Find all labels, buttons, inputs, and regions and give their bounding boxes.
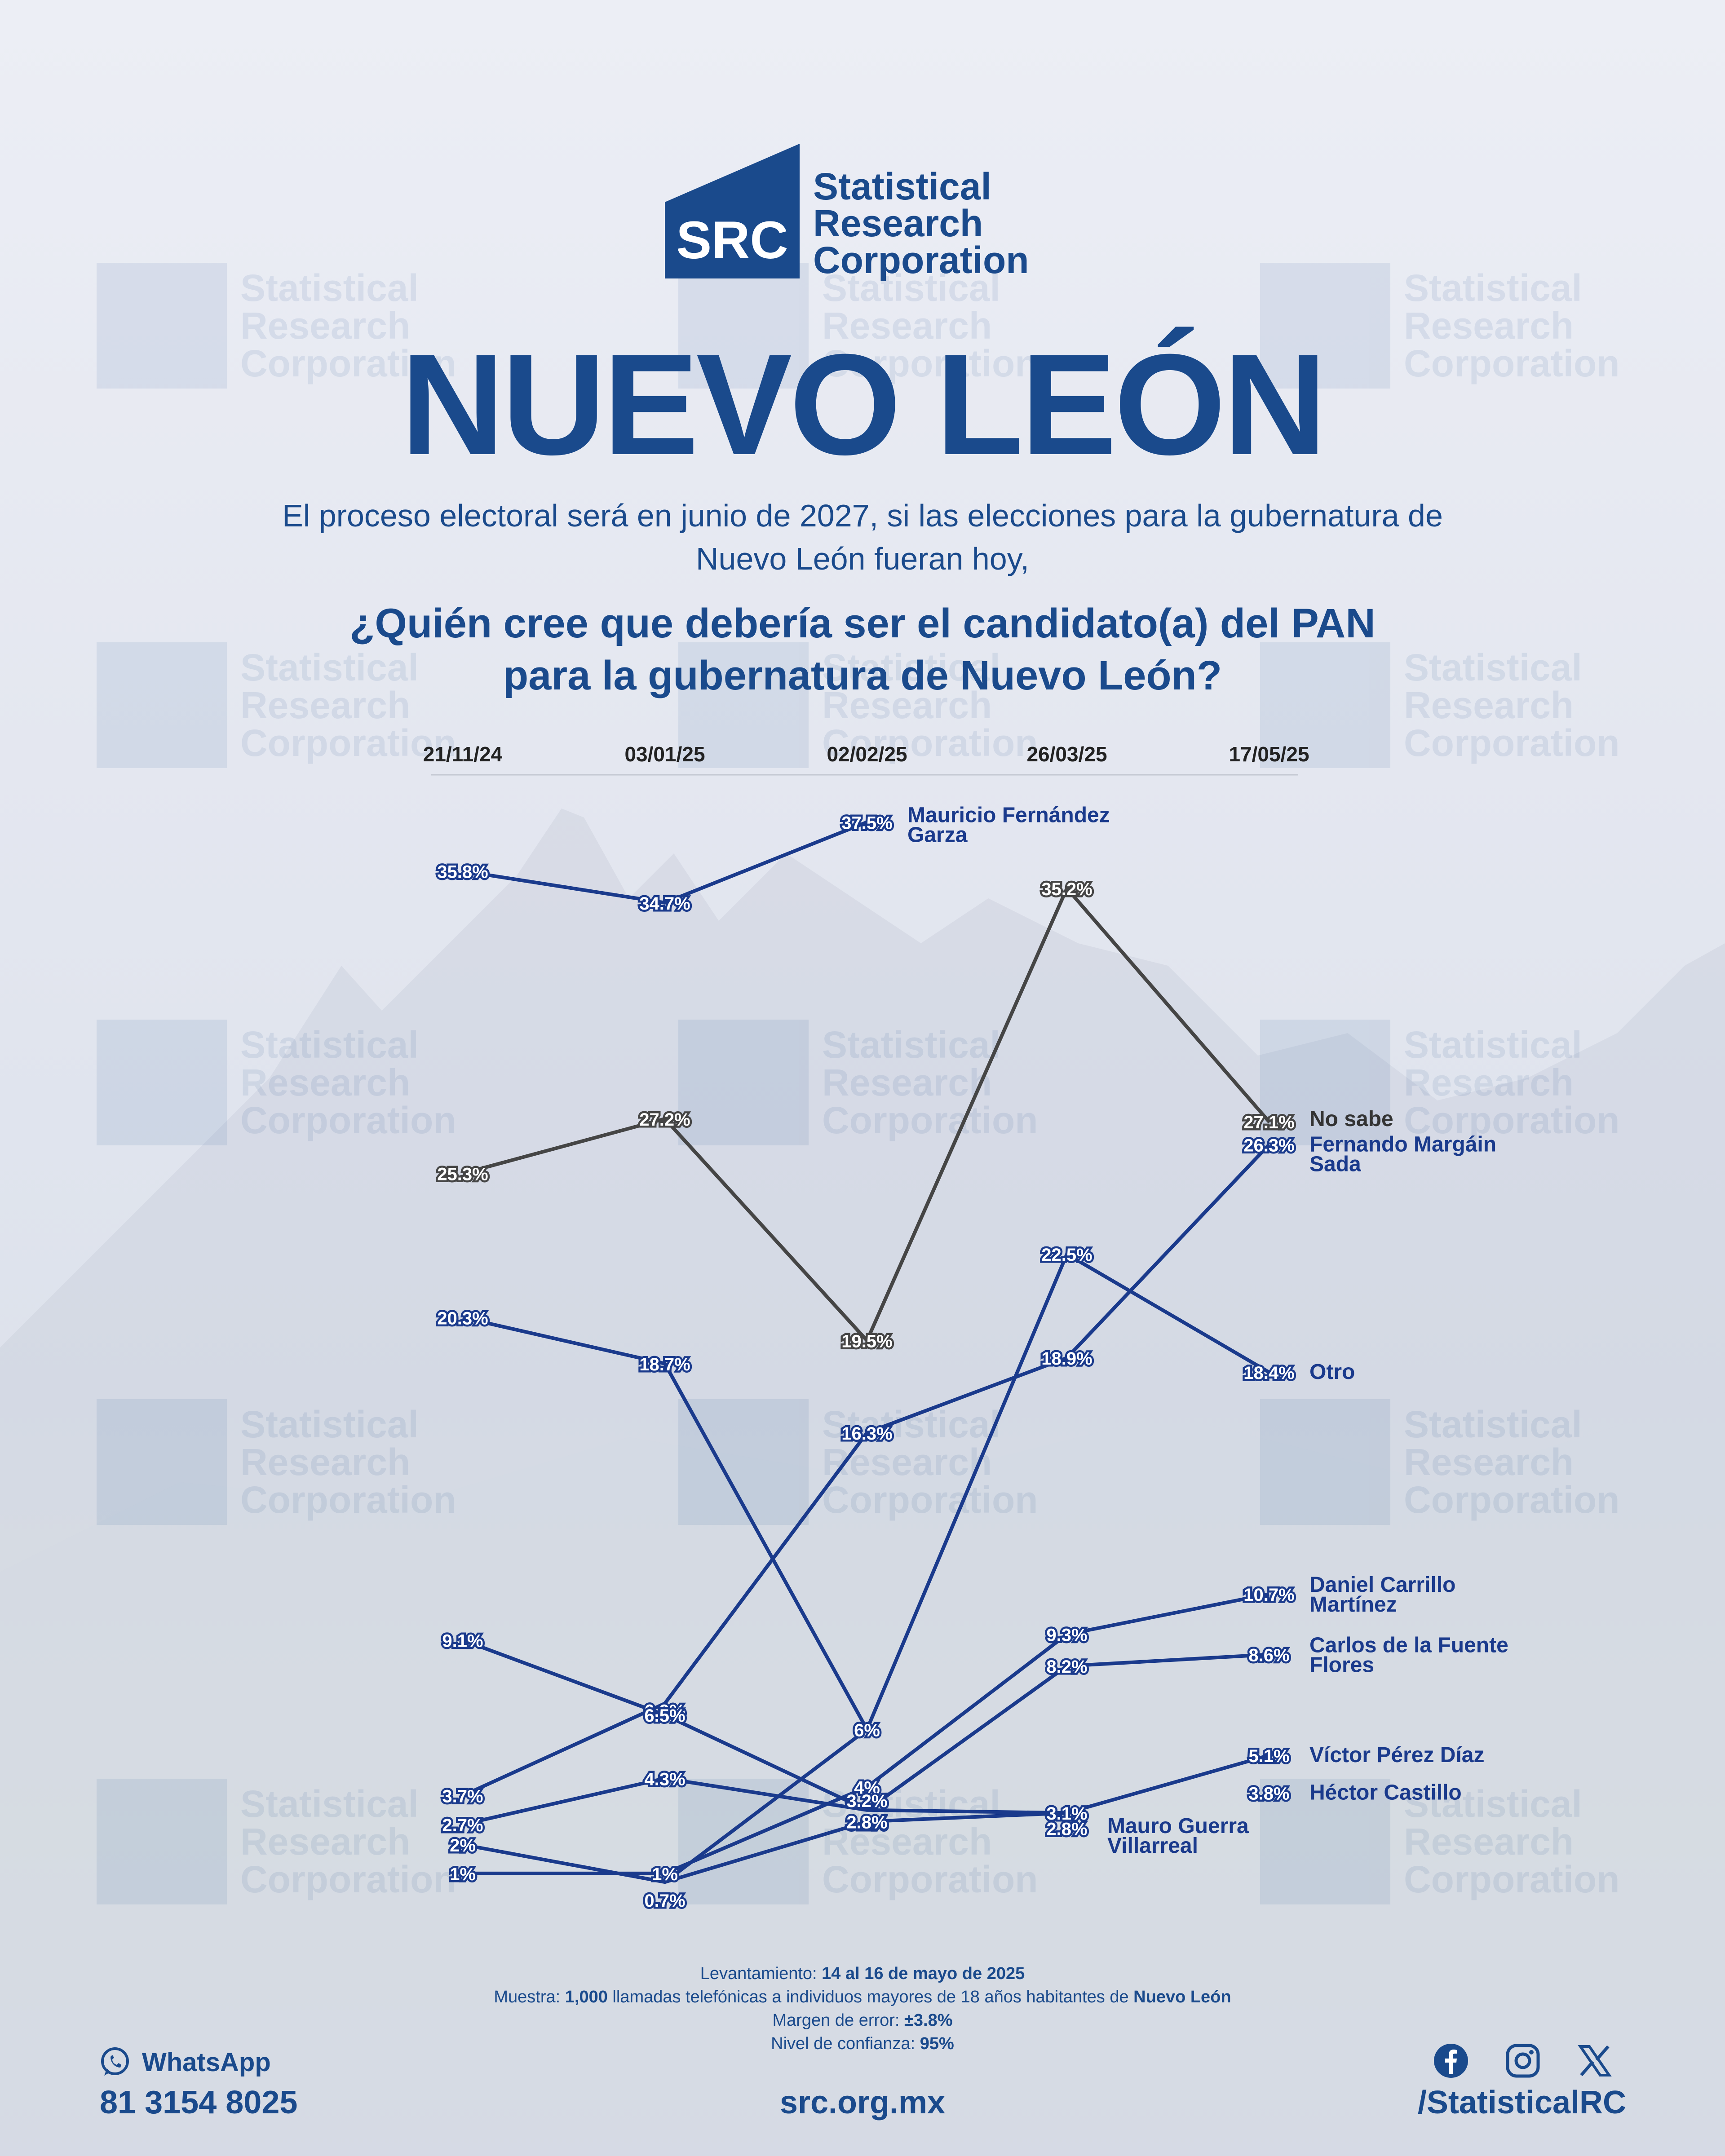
data-label: 9.1% [442, 1631, 483, 1651]
logo-mark-text: SRC [676, 211, 788, 270]
data-label: 3.7% [442, 1787, 483, 1807]
series-name-label: Fernando Margáin Sada [1309, 1133, 1496, 1176]
data-label: 8.6% [1248, 1646, 1289, 1666]
series-name-label: Héctor Castillo [1309, 1780, 1462, 1804]
series-name-label: Mauricio Fernández Garza [907, 803, 1110, 847]
series-line [462, 886, 1271, 1343]
data-label: 3.2% [846, 1791, 887, 1811]
data-label: 3.1% [1046, 1804, 1087, 1824]
x-icon[interactable] [1577, 2043, 1613, 2079]
whatsapp-icon [101, 2047, 129, 2076]
data-label: 6.5% [644, 1706, 685, 1726]
intro-text: El proceso electoral será en junio de 20… [282, 498, 1443, 576]
muestra-line: Muestra: 1,000 llamadas telefónicas a in… [494, 1988, 1231, 2006]
question-line-1: ¿Quién cree que debería ser el candidato… [349, 601, 1376, 646]
data-label: 10.7% [1243, 1585, 1294, 1605]
series-line [462, 820, 868, 905]
levantamiento-line: Levantamiento: 14 al 16 de mayo de 2025 [700, 1964, 1025, 1983]
data-label: 2.7% [442, 1816, 483, 1835]
series-line [664, 1754, 1270, 1884]
whatsapp-contact[interactable]: WhatsApp [99, 2046, 271, 2078]
data-label: 4.3% [644, 1769, 685, 1789]
series-name-label: Carlos de la Fuente Flores [1309, 1634, 1508, 1677]
data-label: 4% [854, 1778, 880, 1798]
data-label: 19.5% [841, 1332, 892, 1352]
data-label: 27.1% [1243, 1113, 1294, 1132]
data-label: 37.5% [841, 813, 892, 833]
series-name-label: Víctor Pérez Díaz [1309, 1743, 1484, 1767]
series-line [462, 1638, 1067, 1815]
series-name-label: No sabe [1309, 1107, 1393, 1131]
data-label: 3.8% [1248, 1784, 1289, 1803]
logo-wordmark: Statistical Research Corporation [813, 165, 1029, 281]
logo-line-1: Statistical [813, 165, 991, 208]
data-label: 35.8% [437, 862, 488, 882]
data-label: 18.7% [639, 1355, 690, 1374]
src-logo-mark: SRC [665, 144, 800, 278]
facebook-icon[interactable] [1433, 2043, 1469, 2079]
page-title: NUEVO LEÓN [401, 324, 1327, 485]
social-icons [1433, 2043, 1613, 2079]
nivel-line: Nivel de confianza: 95% [771, 2034, 954, 2053]
date-label: 03/01/25 [624, 742, 705, 766]
data-label: 27.2% [639, 1110, 690, 1130]
data-label: 0.7% [644, 1891, 685, 1911]
data-label: 1% [652, 1864, 678, 1884]
data-label: 16.3% [841, 1424, 892, 1444]
data-label: 2.8% [846, 1812, 887, 1832]
src-logo: SRC Statistical Research Corporation [665, 144, 1029, 281]
question-line-2: para la gubernatura de Nuevo León? [503, 653, 1222, 698]
social-handle[interactable]: /StatisticalRC [1417, 2085, 1626, 2121]
logo-line-3: Corporation [813, 239, 1029, 281]
series-name-label: Daniel Carrillo Martínez [1309, 1573, 1455, 1617]
data-label: 35.2% [1041, 879, 1092, 899]
data-label: 18.9% [1041, 1349, 1092, 1369]
data-label: 3.2% [846, 1814, 887, 1833]
data-label: 26.3% [1243, 1136, 1294, 1156]
series-name-label: Mauro Guerra Villarreal [1107, 1814, 1249, 1858]
data-label: 8.2% [1046, 1657, 1087, 1677]
whatsapp-label: WhatsApp [142, 2047, 271, 2077]
data-label: 3.1% [1046, 1804, 1087, 1824]
logo-line-2: Research [813, 202, 983, 244]
data-label: 5.1% [1248, 1746, 1289, 1766]
data-label: 20.3% [437, 1308, 488, 1328]
date-label: 26/03/25 [1026, 742, 1107, 766]
data-label: 6.9% [644, 1701, 685, 1721]
series-line [462, 1143, 1270, 1798]
methodology-notes: Levantamiento: 14 al 16 de mayo de 2025 … [0, 1962, 1725, 2055]
data-label: 9.3% [1046, 1626, 1087, 1645]
survey-question: ¿Quién cree que debería ser el candidato… [216, 597, 1509, 702]
margen-line: Margen de error: ±3.8% [772, 2011, 953, 2030]
series-line [462, 1316, 869, 1731]
instagram-icon[interactable] [1505, 2043, 1541, 2079]
series-line [463, 1592, 1269, 1875]
data-label: 6% [854, 1720, 880, 1740]
data-label: 22.5% [1041, 1245, 1092, 1265]
date-label: 21/11/24 [423, 742, 503, 766]
series-name-label: Otro [1309, 1360, 1355, 1384]
data-label: 34.7% [639, 894, 690, 914]
data-label: 18.4% [1243, 1363, 1294, 1383]
whatsapp-number[interactable]: 81 3154 8025 [100, 2085, 298, 2121]
data-label: 2.8% [1046, 1819, 1087, 1839]
data-label: 25.3% [437, 1165, 488, 1184]
website-link[interactable]: src.org.mx [779, 2085, 946, 2121]
data-label: 1% [450, 1864, 476, 1884]
date-label: 02/02/25 [827, 742, 907, 766]
date-label: 17/05/25 [1229, 742, 1309, 766]
data-label: 2% [450, 1836, 476, 1856]
